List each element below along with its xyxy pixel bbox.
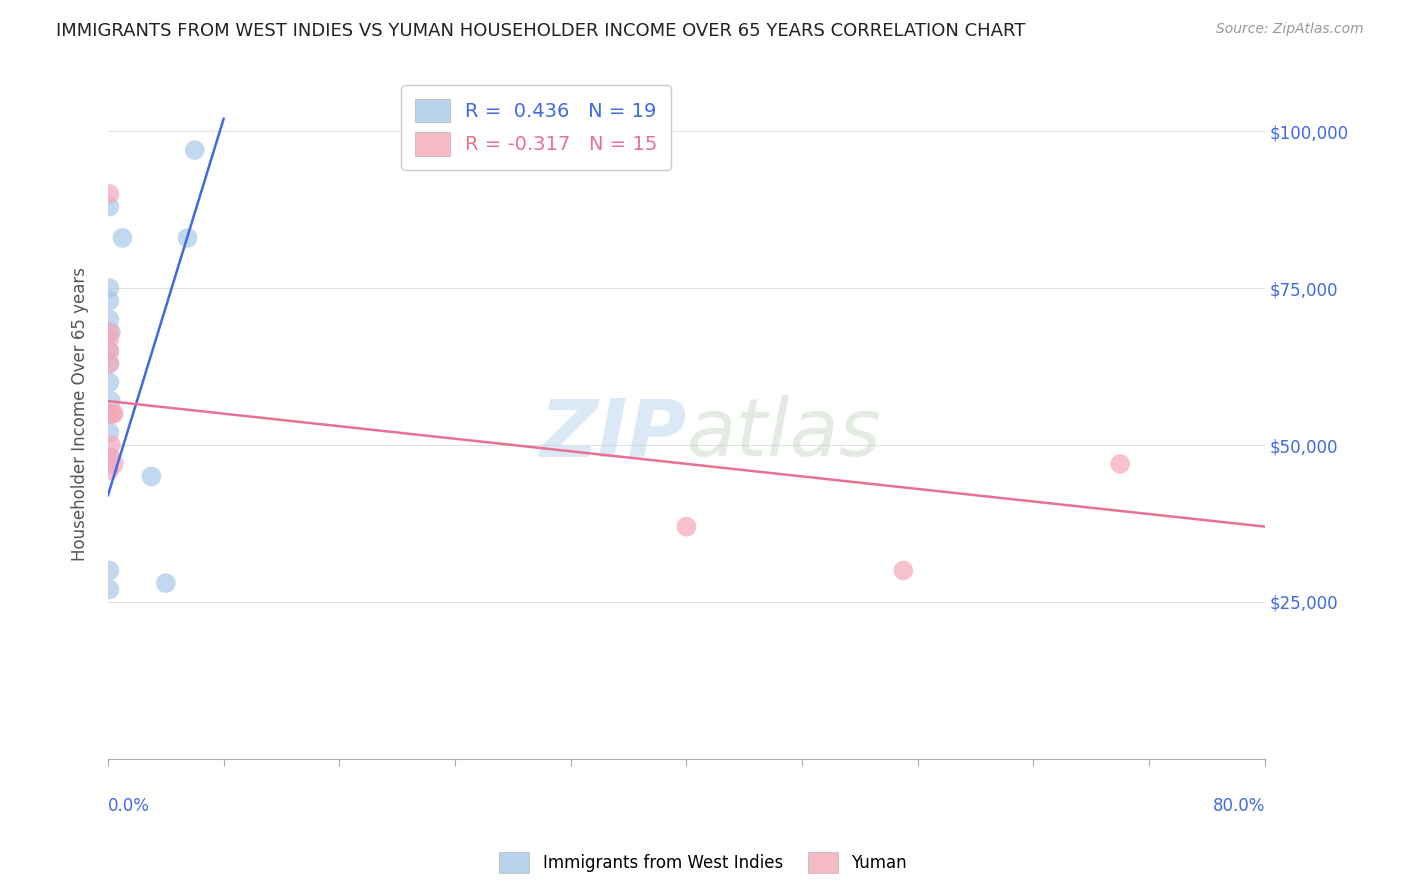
Point bbox=[675, 519, 697, 533]
Text: 80.0%: 80.0% bbox=[1212, 797, 1265, 814]
Point bbox=[141, 469, 163, 483]
Point bbox=[98, 450, 121, 465]
Text: atlas: atlas bbox=[686, 395, 882, 474]
Point bbox=[98, 407, 121, 421]
Point bbox=[98, 325, 121, 339]
Point bbox=[111, 231, 134, 245]
Point bbox=[98, 343, 121, 358]
Point bbox=[103, 407, 125, 421]
Point bbox=[98, 293, 121, 308]
Point bbox=[98, 281, 121, 295]
Point bbox=[98, 376, 121, 390]
Point bbox=[101, 407, 124, 421]
Point bbox=[100, 438, 122, 452]
Y-axis label: Householder Income Over 65 years: Householder Income Over 65 years bbox=[72, 267, 89, 561]
Point bbox=[100, 450, 122, 465]
Point bbox=[98, 356, 121, 370]
Point bbox=[100, 325, 122, 339]
Point bbox=[103, 457, 125, 471]
Point bbox=[1109, 457, 1132, 471]
Point bbox=[98, 407, 121, 421]
Point bbox=[98, 200, 121, 214]
Text: IMMIGRANTS FROM WEST INDIES VS YUMAN HOUSEHOLDER INCOME OVER 65 YEARS CORRELATIO: IMMIGRANTS FROM WEST INDIES VS YUMAN HOU… bbox=[56, 22, 1025, 40]
Legend: R =  0.436   N = 19, R = -0.317   N = 15: R = 0.436 N = 19, R = -0.317 N = 15 bbox=[401, 85, 671, 169]
Point bbox=[155, 576, 177, 591]
Text: ZIP: ZIP bbox=[538, 395, 686, 474]
Point bbox=[100, 394, 122, 409]
Text: 0.0%: 0.0% bbox=[108, 797, 150, 814]
Point bbox=[184, 143, 207, 157]
Point bbox=[891, 564, 914, 578]
Point bbox=[98, 331, 121, 345]
Point bbox=[98, 564, 121, 578]
Point bbox=[98, 343, 121, 358]
Point bbox=[176, 231, 198, 245]
Point bbox=[98, 312, 121, 326]
Point bbox=[98, 425, 121, 440]
Point bbox=[98, 463, 121, 477]
Point bbox=[98, 582, 121, 597]
Text: Source: ZipAtlas.com: Source: ZipAtlas.com bbox=[1216, 22, 1364, 37]
Point bbox=[98, 356, 121, 370]
Point bbox=[98, 187, 121, 202]
Legend: Immigrants from West Indies, Yuman: Immigrants from West Indies, Yuman bbox=[492, 846, 914, 880]
